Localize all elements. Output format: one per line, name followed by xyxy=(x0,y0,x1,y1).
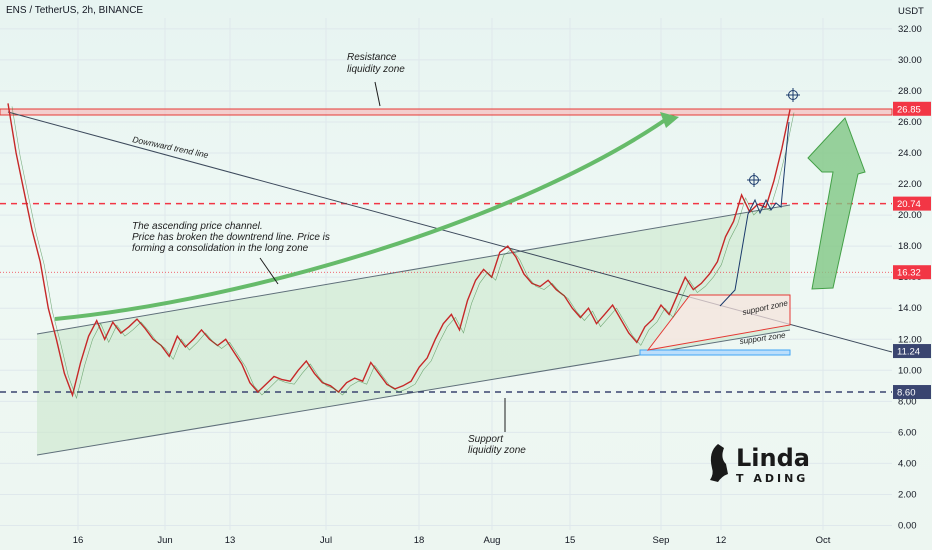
price-tick-label: 20.00 xyxy=(898,210,922,221)
price-tick-label: 0.00 xyxy=(898,521,917,532)
price-tick-label: 12.00 xyxy=(898,334,922,345)
price-tick-label: 4.00 xyxy=(898,458,917,469)
price-tick-label: 28.00 xyxy=(898,86,922,97)
moving-average-line xyxy=(11,106,795,400)
price-badge-label: 20.74 xyxy=(897,199,921,210)
price-tick-label: 14.00 xyxy=(898,303,922,314)
bullish-curve-arrowhead xyxy=(660,112,679,128)
price-badge-label: 11.24 xyxy=(897,347,920,358)
price-badge-label: 16.32 xyxy=(897,268,921,279)
price-badge xyxy=(893,265,931,280)
channel-label-line2: Price has broken the downtrend line. Pri… xyxy=(132,232,330,243)
linda-trading-logo: Linda T ADING xyxy=(710,444,810,485)
price-badge xyxy=(893,385,931,400)
time-tick-label: 18 xyxy=(414,535,425,546)
price-tick-label: 10.00 xyxy=(898,365,922,376)
drawing-overlays xyxy=(54,81,866,432)
time-tick-label: Sep xyxy=(653,535,670,546)
projection-path xyxy=(719,121,790,307)
time-tick-label: Jul xyxy=(320,535,332,546)
time-tick-label: 16 xyxy=(73,535,84,546)
bullish-curve-arrow xyxy=(54,116,670,321)
annotation-pointer xyxy=(374,81,381,107)
channel-upper-line xyxy=(36,204,791,335)
time-tick-label: Oct xyxy=(816,535,831,546)
support-zone-band xyxy=(639,349,791,356)
channel-label-line1: The ascending price channel. xyxy=(132,221,263,232)
price-tick-label: 2.00 xyxy=(898,489,917,500)
horizontal-levels xyxy=(0,108,893,393)
support-label-line1: Support xyxy=(468,434,504,445)
support-zone-triangle xyxy=(646,294,791,351)
logo-name: Linda xyxy=(736,444,810,472)
logo-subtitle: T ADING xyxy=(736,472,808,485)
price-badge xyxy=(893,344,931,359)
resistance-label-line2: liquidity zone xyxy=(347,64,405,75)
resistance-label-line1: Resistance xyxy=(347,52,397,63)
resistance-zone-band xyxy=(0,108,893,116)
price-series xyxy=(7,103,795,400)
price-badge xyxy=(893,101,931,116)
time-tick-label: 13 xyxy=(225,535,236,546)
time-tick-label: 15 xyxy=(565,535,576,546)
price-line xyxy=(7,103,791,398)
price-axis-unit: USDT xyxy=(898,6,924,17)
price-tick-label: 24.00 xyxy=(898,148,922,159)
trend-lines xyxy=(7,111,893,353)
price-badge-label: 26.85 xyxy=(897,104,921,115)
price-tick-label: 30.00 xyxy=(898,55,922,66)
time-tick-label: Aug xyxy=(484,535,501,546)
price-badges: 26.85 20.74 16.32 11.24 8.60 xyxy=(893,101,931,400)
time-axis[interactable]: 16 Jun 13 Jul 18 Aug 15 Sep 12 Oct xyxy=(73,535,831,546)
price-tick-label: 6.00 xyxy=(898,427,917,438)
annotation-pointer xyxy=(259,257,279,285)
symbol-title: ENS / TetherUS, 2h, BINANCE xyxy=(6,5,144,16)
price-badge xyxy=(893,196,931,211)
price-tick-label: 22.00 xyxy=(898,179,922,190)
price-badge-label: 8.60 xyxy=(897,388,916,399)
time-tick-label: 12 xyxy=(716,535,727,546)
target-up-arrow xyxy=(807,117,866,290)
time-tick-label: Jun xyxy=(157,535,172,546)
channel-label-line3: forming a consolidation in the long zone xyxy=(132,243,309,254)
support-label-line2: liquidity zone xyxy=(468,445,526,456)
price-tick-label: 32.00 xyxy=(898,24,922,35)
price-tick-label: 26.00 xyxy=(898,117,922,128)
price-tick-label: 8.00 xyxy=(898,396,917,407)
price-tick-label: 18.00 xyxy=(898,241,922,252)
